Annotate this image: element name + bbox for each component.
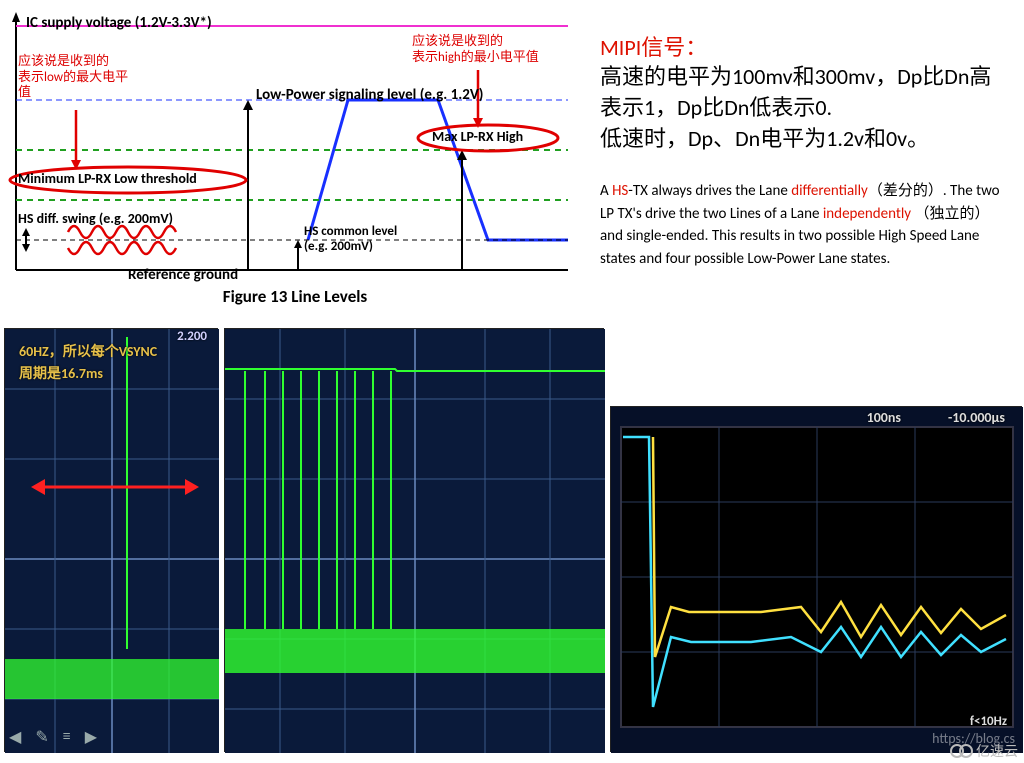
lp-level-label: Low-Power signaling level (e.g. 1.2V) [256, 86, 483, 104]
toolbar-prev-icon[interactable]: ◀ [9, 727, 21, 747]
hs-common-label: HS common level (e.g. 200mV) [304, 224, 397, 254]
scope1-annot2: 周期是16.7ms [19, 363, 103, 383]
max-lp-rx-high-label: Max LP-RX High [432, 128, 523, 145]
scope-2 [224, 328, 604, 752]
scope-1: 60HZ，所以每个VSYNC 周期是16.7ms 2.200 ◀ ✎ ≡ ▶ [4, 328, 218, 752]
scope3-time: -10.000µs [948, 409, 1005, 426]
toolbar-menu-icon[interactable]: ≡ [63, 727, 71, 747]
line-levels-diagram: IC supply voltage (1.2V-3.3V*) Low-Power… [8, 10, 580, 280]
ref-ground-label: Reference ground [128, 266, 238, 284]
mipi-title: MIPI信号： [600, 30, 1010, 62]
min-lp-rx-low-label: Minimum LP-RX Low threshold [18, 170, 197, 187]
mipi-body: 高速的电平为100mv和300mv，Dp比Dn高表示1，Dp比Dn低表示0. 低… [600, 62, 1010, 154]
scope1-annot1: 60HZ，所以每个VSYNC [19, 341, 157, 361]
red-note-left: 应该说是收到的 表示low的最大电平 值 [18, 54, 128, 101]
scope-3: 100ns -10.000µs f<10Hz https://blog.cs [610, 406, 1022, 752]
mipi-paragraph: A HS-TX always drives the Lane different… [600, 180, 1010, 270]
toolbar-next-icon[interactable]: ▶ [85, 727, 97, 747]
red-note-right: 应该说是收到的 表示high的最小电平值 [412, 34, 539, 65]
toolbar-edit-icon[interactable]: ✎ [35, 727, 48, 747]
yisu-brand: 亿速云 [949, 741, 1018, 761]
scope1-readout: 2.200 [177, 329, 207, 344]
ic-supply-label: IC supply voltage (1.2V-3.3V*) [26, 14, 212, 32]
hs-swing-label: HS diff. swing (e.g. 200mV) [18, 210, 173, 227]
scope3-scale: 100ns [867, 409, 901, 426]
scope3-footer: f<10Hz [970, 714, 1007, 729]
figure-caption: Figure 13 Line Levels [8, 286, 582, 307]
scope-toolbar: ◀ ✎ ≡ ▶ [9, 727, 97, 747]
